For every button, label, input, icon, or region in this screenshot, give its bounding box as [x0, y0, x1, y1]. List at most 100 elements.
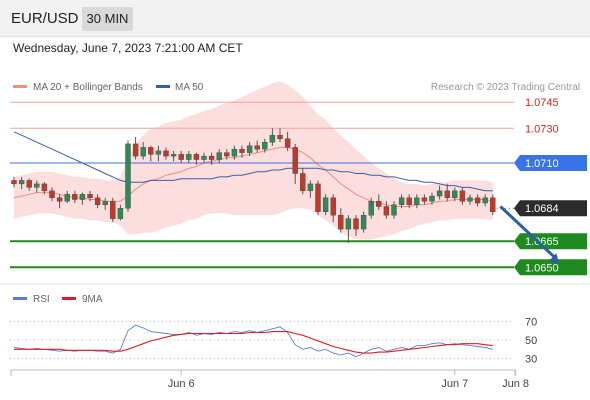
candle [376, 194, 382, 210]
candle-body [64, 194, 70, 202]
candle-body [300, 173, 306, 192]
x-tick-label: Jun 8 [502, 378, 529, 390]
candle-body [125, 143, 131, 209]
timeframe-selector[interactable]: 30 MIN [82, 7, 133, 31]
candle [307, 180, 314, 198]
candle [467, 194, 473, 205]
candle-body [307, 183, 314, 192]
candle-body [360, 214, 367, 230]
ma50-legend-label: MA 50 [175, 82, 204, 93]
candle-body [140, 147, 146, 157]
candle [315, 180, 321, 216]
candle-body [322, 197, 329, 212]
candle [11, 176, 17, 188]
candle-body [315, 183, 321, 212]
ma20-legend-swatch [13, 85, 27, 88]
candle [452, 187, 458, 202]
candle [148, 145, 154, 162]
candle-body [18, 180, 25, 185]
candle-body [421, 197, 428, 202]
candle-body [72, 194, 78, 200]
candle [284, 131, 291, 151]
candle-body [398, 197, 405, 205]
candle [429, 192, 435, 205]
candle-body [34, 183, 40, 188]
candle-body [474, 197, 481, 204]
rsi-panel: 70 50 30 [10, 316, 537, 366]
candle-body [49, 190, 55, 198]
candle-body [246, 145, 253, 153]
candle-body [94, 197, 101, 205]
candle [262, 138, 268, 153]
candle [490, 194, 496, 216]
candle-body [368, 201, 374, 216]
candle [87, 190, 93, 202]
chart-header-bar: EUR/USD 30 MIN [0, 0, 590, 37]
candle-body [254, 145, 260, 150]
candle [330, 194, 336, 223]
candle-body [338, 214, 344, 230]
candle [239, 145, 245, 158]
candle-body [262, 141, 268, 150]
candle [102, 197, 108, 210]
candle [383, 201, 390, 219]
candle-body [117, 208, 124, 219]
candle-body [208, 155, 215, 160]
candle [18, 176, 25, 190]
candle-body [56, 197, 63, 202]
candle [353, 215, 359, 237]
candle [117, 204, 124, 221]
candle [170, 150, 177, 162]
rsi-legend-swatch [13, 297, 27, 300]
projection-line [499, 205, 557, 259]
candle-body [444, 190, 450, 198]
candle [246, 142, 253, 157]
candle-body [269, 135, 276, 143]
rsi-tick-label: 50 [525, 335, 537, 347]
level-label-support: 1.0650 [525, 262, 559, 274]
rsi-legend-label: RSI [33, 294, 50, 305]
candle-body [414, 197, 420, 205]
candle [300, 168, 306, 195]
candle [368, 197, 374, 219]
candle-body [467, 197, 473, 202]
candle [269, 128, 276, 146]
candle [79, 192, 86, 205]
candle-body [406, 197, 412, 205]
candle-body [87, 194, 93, 198]
candle-body [216, 152, 222, 160]
candle-body [186, 154, 192, 160]
candle [398, 194, 405, 209]
source-credit: Research © 2023 Trading Central [431, 82, 580, 93]
level-label-pivot: 1.0710 [525, 158, 559, 170]
candle-body [452, 190, 458, 198]
candle-body [490, 197, 496, 212]
candle-body [201, 155, 207, 160]
candle [94, 194, 101, 209]
ma50-line [13, 131, 493, 192]
level-label-resistance: 1.0745 [525, 97, 559, 109]
candle-body [277, 135, 283, 139]
candle [391, 201, 397, 219]
rsi-series-9ma [14, 331, 493, 354]
candle [436, 185, 443, 200]
candle [208, 152, 215, 165]
candle [406, 194, 412, 209]
symbol-label: EUR/USD [11, 10, 79, 27]
candle [125, 140, 131, 212]
candle [421, 194, 428, 205]
candle-body [383, 206, 390, 216]
candle [155, 145, 162, 162]
x-tick-label: Jun 7 [441, 378, 468, 390]
candle-body [345, 218, 352, 230]
projection-arrow [499, 205, 560, 264]
level-tag-support [514, 259, 587, 276]
candle [49, 187, 55, 202]
candle [459, 187, 466, 205]
candle [132, 136, 139, 160]
candle-body [148, 147, 154, 155]
ma20-legend-label: MA 20 + Bollinger Bands [33, 82, 143, 93]
bollinger-band-area [14, 81, 493, 240]
